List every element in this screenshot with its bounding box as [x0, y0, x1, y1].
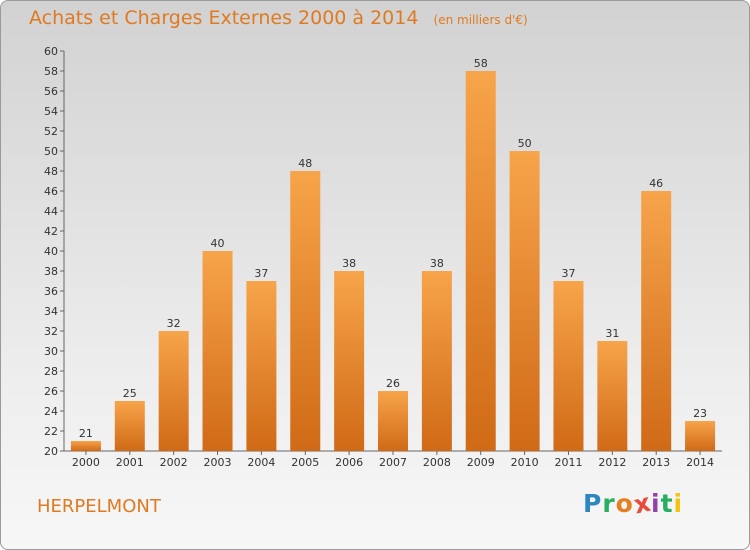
- y-tick-label: 28: [44, 365, 58, 378]
- logo-letter: i: [673, 489, 684, 518]
- place-name: HERPELMONT: [37, 496, 161, 517]
- y-tick-label: 46: [44, 185, 58, 198]
- y-tick-label: 34: [44, 305, 58, 318]
- data-label-2005: 48: [298, 157, 312, 170]
- y-tick-label: 20: [44, 445, 58, 458]
- x-tick-label-2003: 2003: [204, 456, 232, 469]
- bar-2005: [290, 171, 321, 451]
- x-tick-label-2010: 2010: [511, 456, 539, 469]
- y-tick-label: 24: [44, 405, 58, 418]
- y-tick-label: 48: [44, 165, 58, 178]
- bar-2002: [158, 331, 189, 451]
- logo-letter: t: [660, 489, 674, 518]
- y-tick-label: 30: [44, 345, 58, 358]
- logo-letter: P: [583, 489, 603, 518]
- bar-2014: [685, 421, 716, 451]
- bar-2001: [114, 401, 145, 451]
- bar-2010: [509, 151, 540, 451]
- y-tick-label: 22: [44, 425, 58, 438]
- logo-letter: i: [651, 489, 661, 518]
- x-tick-label-2008: 2008: [423, 456, 451, 469]
- x-tick-label-2000: 2000: [72, 456, 100, 469]
- y-tick-label: 60: [44, 45, 58, 58]
- data-label-2002: 32: [167, 317, 181, 330]
- bar-2008: [421, 271, 452, 451]
- y-tick-label: 52: [44, 125, 58, 138]
- data-label-2010: 50: [518, 137, 532, 150]
- x-tick-label-2001: 2001: [116, 456, 144, 469]
- x-tick-label-2011: 2011: [554, 456, 582, 469]
- y-tick-label: 42: [44, 225, 58, 238]
- bar-2007: [378, 391, 408, 451]
- data-label-2006: 38: [342, 257, 356, 270]
- x-axis: 2000 2001 2002 2003 2004 2005 2006 2007 2008 2009…: [64, 450, 722, 469]
- chart-heading: Achats et Charges Externes 2000 à 2014 (…: [29, 7, 528, 29]
- data-label-2001: 25: [123, 387, 137, 400]
- y-tick-label: 38: [44, 265, 58, 278]
- bar-2003: [202, 251, 233, 451]
- data-label-2000: 21: [79, 427, 93, 440]
- y-tick-label: 54: [44, 105, 58, 118]
- y-tick-label: 56: [44, 85, 58, 98]
- data-label-2003: 40: [211, 237, 225, 250]
- proxiti-logo[interactable]: Proxiti: [583, 488, 684, 520]
- chart-subtitle: (en milliers d'€): [433, 13, 528, 27]
- y-tick-label: 40: [44, 245, 58, 258]
- bar-2004: [246, 281, 277, 451]
- x-tick-label-2009: 2009: [467, 456, 495, 469]
- bar-2011: [553, 281, 584, 451]
- data-label-2014: 23: [693, 407, 707, 420]
- bar-2012: [597, 341, 628, 451]
- x-tick-label-2007: 2007: [379, 456, 407, 469]
- x-tick-label-2006: 2006: [335, 456, 363, 469]
- bar-2013: [641, 191, 672, 451]
- logo-letter: o: [615, 489, 634, 518]
- bars: 21 25 32 40 37 48 38 26 38 58 50 37 31 46 23: [70, 57, 716, 451]
- y-tick-label: 58: [44, 65, 58, 78]
- x-tick-label-2014: 2014: [686, 456, 714, 469]
- bar-2000: [70, 441, 101, 451]
- chart-title: Achats et Charges Externes 2000 à 2014: [29, 7, 419, 29]
- y-tick-label: 50: [44, 145, 58, 158]
- x-tick-label-2004: 2004: [247, 456, 275, 469]
- data-label-2011: 37: [561, 267, 575, 280]
- x-tick-label-2012: 2012: [598, 456, 626, 469]
- y-tick-label: 44: [44, 205, 58, 218]
- bar-2006: [334, 271, 365, 451]
- x-tick-label-2002: 2002: [160, 456, 188, 469]
- y-tick-label: 36: [44, 285, 58, 298]
- x-tick-label-2013: 2013: [642, 456, 670, 469]
- bar-2009: [465, 71, 496, 451]
- y-axis: 20 22 24 26 28 30 32 34 36 38 40 42 44 46 48 50 52 54 56 58…: [44, 45, 65, 458]
- y-tick-label: 26: [44, 385, 58, 398]
- x-tick-label-2005: 2005: [291, 456, 319, 469]
- data-label-2004: 37: [254, 267, 268, 280]
- data-label-2007: 26: [386, 377, 400, 390]
- data-label-2008: 38: [430, 257, 444, 270]
- data-label-2012: 31: [605, 327, 619, 340]
- data-label-2009: 58: [474, 57, 488, 70]
- data-label-2013: 46: [649, 177, 663, 190]
- y-tick-label: 32: [44, 325, 58, 338]
- logo-letter: r: [602, 489, 616, 518]
